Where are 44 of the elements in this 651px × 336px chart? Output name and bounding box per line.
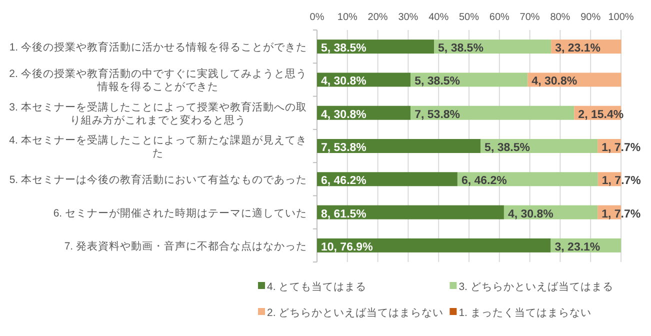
- bar: [457, 172, 598, 186]
- data-label: 4, 30.8%: [508, 208, 554, 220]
- y-tick-label: 4. 本セミナーを受講したことによって新たな課題が見えてきた: [9, 134, 307, 160]
- bar: [317, 139, 481, 153]
- x-tick-label: 40%: [428, 12, 449, 23]
- y-tick-label: 7. 発表資料や動画・音声に不都合な点はなかった: [64, 239, 307, 252]
- data-label: 6, 46.2%: [461, 175, 507, 188]
- data-label: 5, 38.5%: [438, 42, 484, 55]
- bar: [317, 172, 458, 186]
- x-tick-label: 10%: [337, 12, 358, 23]
- y-tick-label: 1. 今後の授業や教育活動に活かせる情報を得ることができた: [9, 40, 307, 54]
- data-label: 7, 53.8%: [321, 142, 366, 154]
- legend-label: 1. まったく当てはまらない: [458, 307, 592, 319]
- y-tick-label: 5. 本セミナーは今後の教育活動において有益なものであった: [9, 173, 307, 186]
- data-label: 7, 53.8%: [414, 108, 460, 121]
- legend-label: 3. どちらかといえば当てはまる: [458, 281, 614, 293]
- data-label: 5, 38.5%: [414, 76, 460, 88]
- data-label: 5, 38.5%: [321, 42, 366, 55]
- x-tick-label: 0%: [310, 12, 324, 23]
- legend-label: 4. とても当てはまる: [267, 281, 367, 293]
- data-label: 3, 23.1%: [554, 241, 600, 254]
- data-label: 6, 46.2%: [321, 175, 366, 188]
- bar: [410, 106, 574, 120]
- data-label: 4, 30.8%: [532, 76, 578, 88]
- data-label: 8, 61.5%: [321, 208, 366, 220]
- y-tick-label: 2. 今後の授業や教育活動の中ですぐに実践してみようと思う情報を得ることができた: [9, 67, 307, 94]
- x-tick-label: 70%: [520, 12, 540, 23]
- x-tick-label: 20%: [368, 12, 388, 23]
- x-tick-label: 30%: [398, 12, 418, 23]
- data-label: 3, 23.1%: [555, 42, 600, 55]
- x-tick-label: 80%: [550, 12, 570, 23]
- x-tick-label: 100%: [608, 12, 634, 23]
- x-tick-label: 50%: [458, 12, 480, 23]
- bar: [317, 238, 551, 252]
- x-tick-label: 90%: [580, 12, 601, 23]
- data-label: 4, 30.8%: [321, 108, 366, 121]
- legend-label: 2. どちらかといえば当てはまらない: [267, 307, 444, 319]
- data-label: 5, 38.5%: [484, 142, 530, 154]
- bar: [317, 205, 504, 220]
- data-label: 4, 30.8%: [321, 76, 366, 88]
- data-label: 10, 76.9%: [321, 241, 373, 254]
- y-tick-label: 3. 本セミナーを受講したことによって授業や教育活動への取り組み方がこれまでと変わると思う: [9, 100, 307, 126]
- x-tick-label: 60%: [489, 12, 510, 23]
- y-tick-label: 6. セミナーが開催された時期はテーマに適していた: [53, 206, 307, 220]
